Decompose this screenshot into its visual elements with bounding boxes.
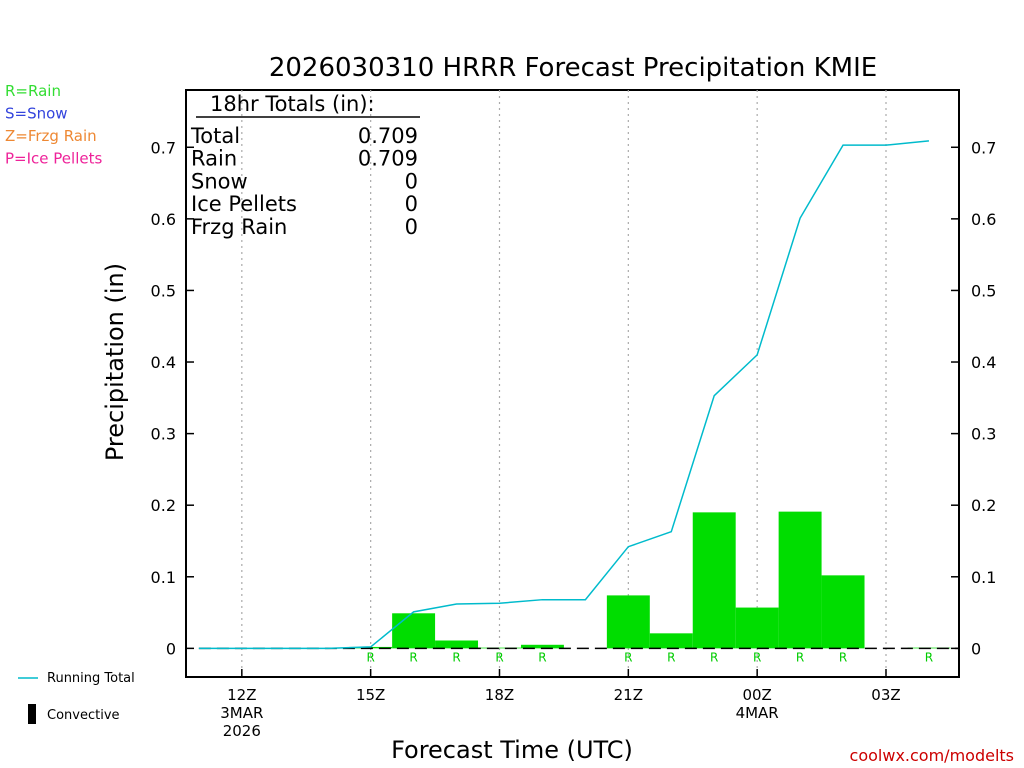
y-tick-label-right: 0.4 [971,353,996,372]
totals-row-value: 0 [405,169,418,193]
x-tick-label: 18Z [485,686,514,704]
precip-bar [649,633,693,649]
y-tick-label-left: 0 [166,639,176,658]
precip-bar [606,595,650,649]
y-tick-label-right: 0.6 [971,210,996,229]
totals-box: 18hr Totals (in): Total 0.709 Rain 0.709 Sno… [190,92,420,239]
totals-row-value: 0 [405,215,418,239]
chart-title: 2026030310 HRRR Forecast Precipitation K… [269,53,877,83]
bottom-legend: Running Total Convective [18,671,135,724]
y-tick-label-right: 0.2 [971,496,996,515]
x-tick-label: 2026 [223,722,261,740]
totals-row-value: 0 [405,192,418,216]
x-tick-label: 12Z [227,686,256,704]
ptype-legend: R=Rain S=Snow Z=Frzg Rain P=Ice Pellets [5,82,102,168]
y-axis-ticks: 0 00.1 0.10.2 0.20.3 0.30.4 0.40.5 0.50.6 0.60.… [151,138,997,658]
precip-bar [778,511,822,649]
x-tick-label: 4MAR [736,704,779,722]
precip-bar [435,640,479,649]
running-total-series [198,140,930,650]
ptype-marker-r: R [753,650,761,664]
y-tick-label-right: 0 [971,639,981,658]
precip-bar [520,644,564,649]
x-tick-label: 00Z [742,686,771,704]
convective-legend-swatch [28,704,36,724]
precip-bar [821,575,865,649]
totals-row-label: Snow [191,169,248,193]
bar-series [349,511,951,649]
totals-row-label: Rain [191,147,237,171]
totals-row-value: 0.709 [358,147,418,171]
ptype-marker-r: R [624,650,632,664]
ptype-legend-item: S=Snow [5,105,68,123]
ptype-marker-r: R [452,650,460,664]
ptype-marker-r: R [796,650,804,664]
y-tick-label-left: 0.3 [151,425,176,444]
totals-header: 18hr Totals (in): [210,92,375,116]
running-total-legend-label: Running Total [47,671,135,686]
plot-frame [185,89,960,678]
totals-row-label: Total [190,124,240,148]
ptype-legend-item: Z=Frzg Rain [5,127,97,145]
totals-row-label: Ice Pellets [191,192,297,216]
y-axis-label: Precipitation (in) [101,263,129,461]
precip-bar [735,607,779,649]
y-tick-label-left: 0.4 [151,353,176,372]
ptype-marker-r: R [710,650,718,664]
grid-lines [241,90,887,677]
ptype-marker-r: R [839,650,847,664]
y-tick-label-right: 0.7 [971,138,996,157]
x-tick-label: 03Z [871,686,900,704]
x-tick-label: 15Z [356,686,385,704]
y-tick-label-left: 0.7 [151,138,176,157]
convective-legend-label: Convective [47,708,120,723]
ptype-legend-item: R=Rain [5,82,61,100]
precip-bar [478,647,521,649]
y-tick-label-left: 0.1 [151,568,176,587]
ptype-marker-r: R [366,650,374,664]
totals-row-value: 0.709 [358,124,418,148]
ptype-marker-r: R [925,650,933,664]
y-tick-label-left: 0.2 [151,496,176,515]
ptype-legend-item: P=Ice Pellets [5,150,102,168]
y-tick-label-right: 0.1 [971,568,996,587]
y-tick-label-right: 0.3 [971,425,996,444]
x-axis-label: Forecast Time (UTC) [391,736,633,764]
precip-bar [392,613,436,649]
totals-row-label: Frzg Rain [191,215,287,239]
y-tick-label-left: 0.6 [151,210,176,229]
y-tick-label-left: 0.5 [151,281,176,300]
x-tick-label: 21Z [614,686,643,704]
y-tick-label-right: 0.5 [971,281,996,300]
x-tick-label: 3MAR [220,704,263,722]
ptype-marker-r: R [667,650,675,664]
ptype-marker-r: R [495,650,503,664]
ptype-marker-r: R [409,650,417,664]
credit-text: coolwx.com/modelts [850,746,1014,765]
ptype-marker-r: R [538,650,546,664]
precip-bar [692,512,736,649]
running-total-line [198,140,930,650]
